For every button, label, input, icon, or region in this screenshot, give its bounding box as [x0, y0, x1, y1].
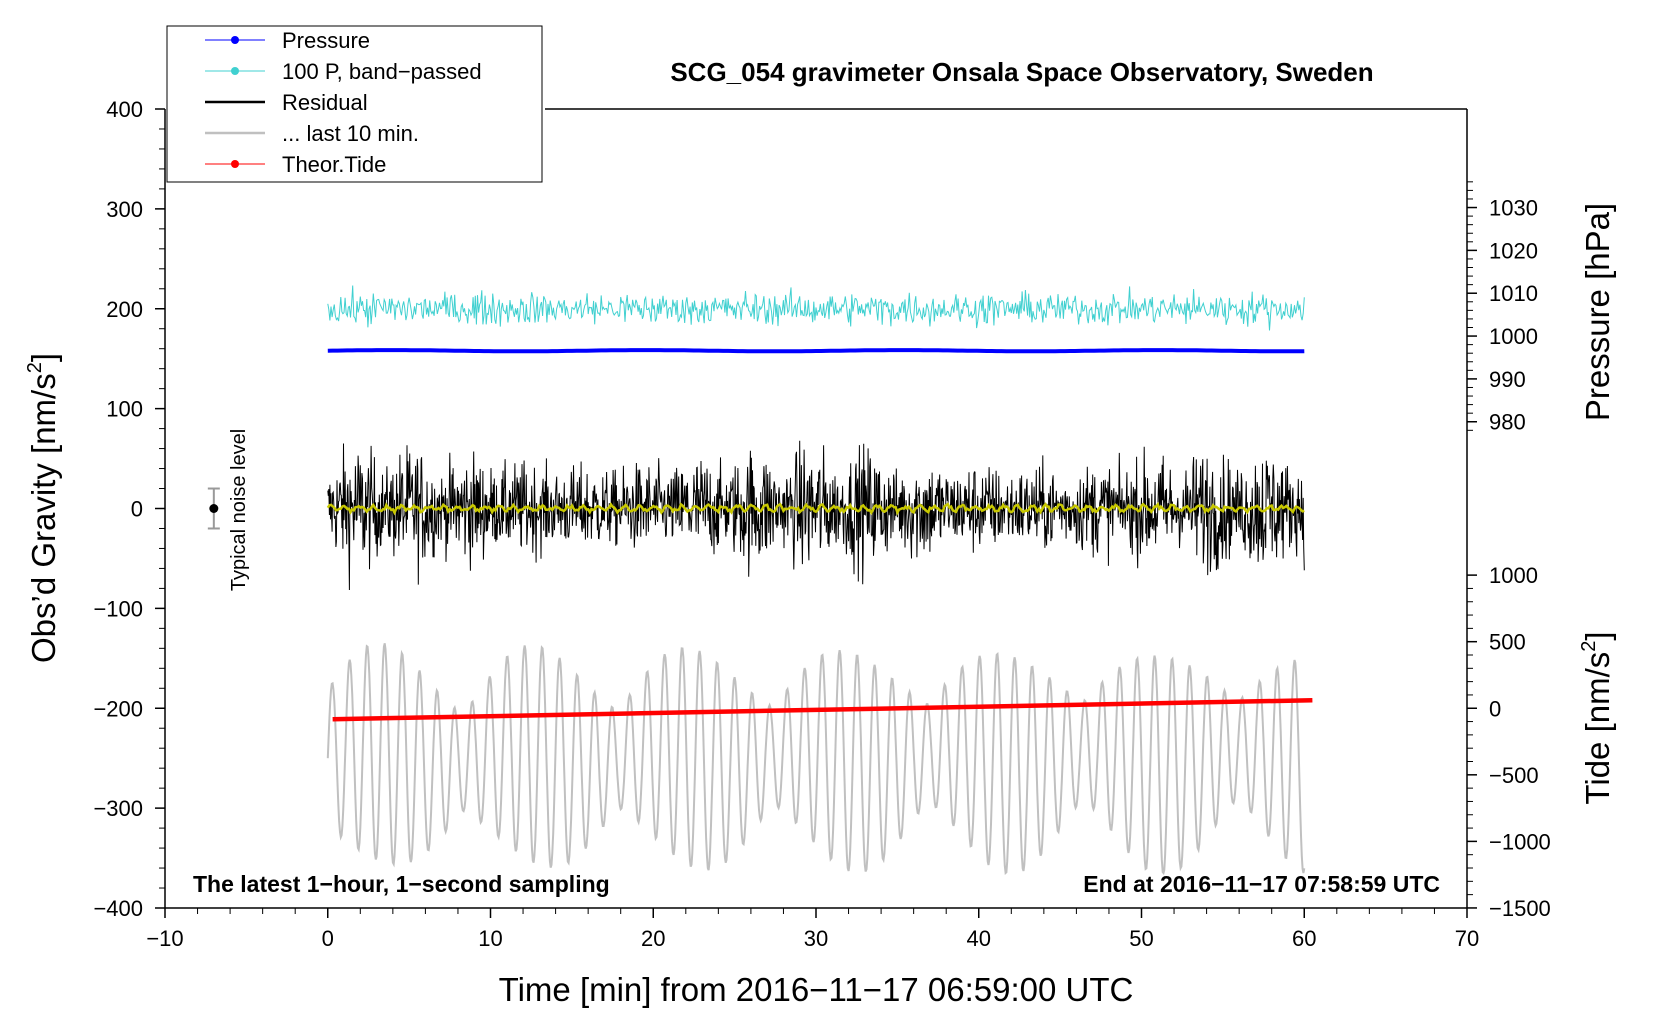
- gravity-label-text: Obs’d Gravity [nm/s: [25, 373, 62, 663]
- legend-label: Theor.Tide: [282, 152, 386, 177]
- residual-series-line: [327, 440, 1305, 591]
- last-10-min-line: [326, 643, 1306, 876]
- legend-box: [166, 25, 543, 183]
- y-axis-ticks: 400 300 200 100 0 −100 −200 −300 −400: [93, 97, 165, 921]
- pressure-tick-label: 1000: [1489, 324, 1538, 349]
- x-tick-label: 70: [1455, 926, 1479, 951]
- legend-marker: [231, 36, 239, 44]
- x-tick-label: 10: [478, 926, 502, 951]
- plot-data-area: [326, 285, 1313, 876]
- y-tick-label: −400: [93, 896, 143, 921]
- legend-label: 100 P, band−passed: [282, 59, 482, 84]
- residual-smoothed-line: [326, 501, 1305, 516]
- y-axis-label-gravity: Obs’d Gravity [nm/s2]: [24, 353, 62, 663]
- y-tick-label: 200: [106, 297, 143, 322]
- tide-tick-label: 1000: [1489, 563, 1538, 588]
- tide-tick-label: 0: [1489, 696, 1501, 721]
- pressure-tick-label: 990: [1489, 367, 1526, 392]
- y-tick-label: 100: [106, 397, 143, 422]
- pressure-tick-label: 1020: [1489, 238, 1538, 263]
- x-axis-label: Time [min] from 2016−11−17 06:59:00 UTC: [499, 971, 1134, 1008]
- tide-axis-ticks: 1000 500 0 −500 −1000 −1500: [1467, 563, 1551, 921]
- y-tick-label: −100: [93, 596, 143, 621]
- tide-label-close: ]: [1579, 631, 1616, 640]
- pressure-tick-label: 1030: [1489, 196, 1538, 221]
- x-axis-ticks: −10 0 10 20 30 40 50 60 70: [146, 908, 1479, 951]
- end-time-annotation: End at 2016−11−17 07:58:59 UTC: [1083, 871, 1440, 897]
- x-tick-label: 0: [322, 926, 334, 951]
- tide-tick-label: −1500: [1489, 896, 1551, 921]
- x-tick-label: 50: [1129, 926, 1153, 951]
- x-tick-label: 30: [804, 926, 828, 951]
- legend-marker: [231, 67, 239, 75]
- tide-label-text: Tide [nm/s: [1579, 652, 1616, 805]
- noise-level-indicator: [207, 487, 220, 530]
- x-tick-label: 60: [1292, 926, 1316, 951]
- y-tick-label: 300: [106, 197, 143, 222]
- legend-label: ... last 10 min.: [282, 121, 419, 146]
- y-axis-label-tide: Tide [nm/s2]: [1578, 631, 1616, 804]
- tide-tick-label: −500: [1489, 763, 1539, 788]
- legend-label: Pressure: [282, 28, 370, 53]
- theoretical-tide-line: [332, 698, 1313, 722]
- x-tick-label: 20: [641, 926, 665, 951]
- y-tick-label: −300: [93, 796, 143, 821]
- y-axis-label-pressure: Pressure [hPa]: [1579, 203, 1616, 421]
- y-tick-label: −200: [93, 696, 143, 721]
- pressure-tick-label: 980: [1489, 410, 1526, 435]
- pressure-series-line: [327, 348, 1305, 354]
- tide-label-superscript: 2: [1578, 641, 1600, 652]
- x-tick-label: −10: [146, 926, 183, 951]
- pressure-tick-label: 1010: [1489, 281, 1538, 306]
- pressure-axis-ticks: 1030 1020 1010 1000 990 980: [1467, 181, 1538, 435]
- legend: Pressure 100 P, band−passed Residual ... la…: [166, 25, 543, 183]
- noise-bar-point: [209, 504, 219, 513]
- tide-tick-label: −1000: [1489, 829, 1551, 854]
- gravity-label-close: ]: [25, 353, 62, 362]
- chart-title: SCG_054 gravimeter Onsala Space Observat…: [670, 57, 1373, 87]
- noise-level-label: Typical noise level: [228, 429, 250, 591]
- gravity-label-superscript: 2: [24, 362, 46, 373]
- bandpassed-pressure-line: [327, 285, 1305, 331]
- sampling-annotation: The latest 1−hour, 1−second sampling: [193, 871, 610, 897]
- y-tick-label: 0: [131, 497, 143, 522]
- tide-tick-label: 500: [1489, 630, 1526, 655]
- legend-marker: [231, 160, 239, 168]
- y-tick-label: 400: [106, 97, 143, 122]
- legend-items: Pressure 100 P, band−passed Residual ... la…: [205, 28, 482, 177]
- x-tick-label: 40: [967, 926, 991, 951]
- legend-label: Residual: [282, 90, 368, 115]
